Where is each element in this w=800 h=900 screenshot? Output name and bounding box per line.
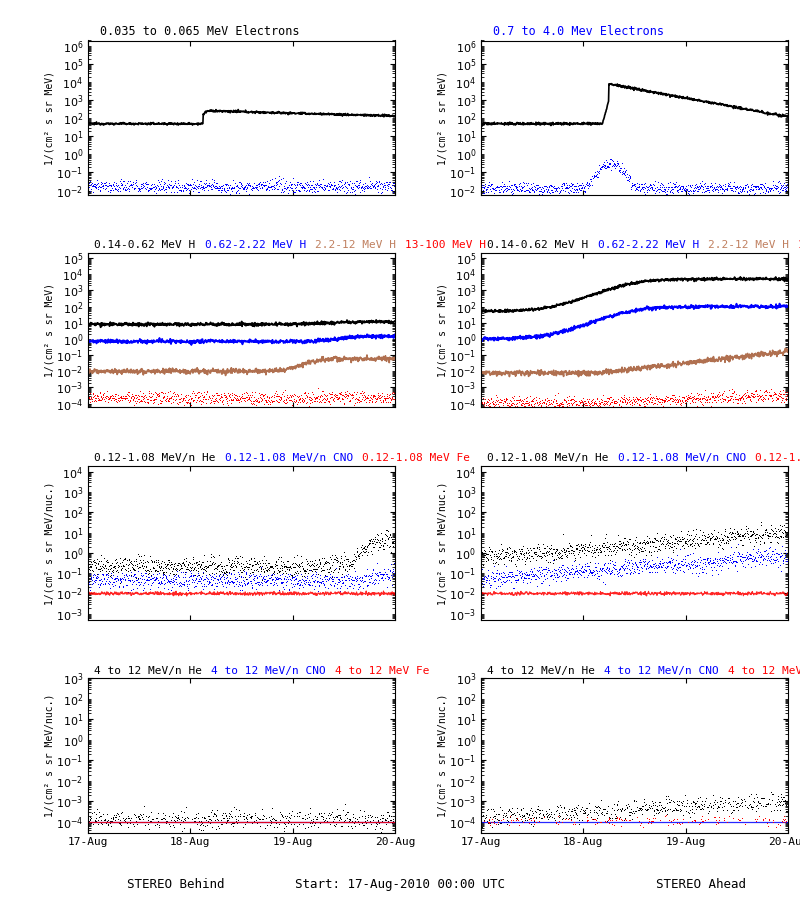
Text: 0.12-1.08 MeV/n CNO: 0.12-1.08 MeV/n CNO [225, 453, 353, 463]
Text: 4 to 12 MeV Fe: 4 to 12 MeV Fe [729, 666, 800, 676]
Y-axis label: 1/(cm² s sr MeV): 1/(cm² s sr MeV) [45, 284, 54, 377]
Text: 0.14-0.62 MeV H: 0.14-0.62 MeV H [487, 240, 588, 250]
Text: 13-100 MeV H: 13-100 MeV H [798, 240, 800, 250]
Text: 0.7 to 4.0 Mev Electrons: 0.7 to 4.0 Mev Electrons [494, 24, 664, 38]
Text: 0.12-1.08 MeV Fe: 0.12-1.08 MeV Fe [755, 453, 800, 463]
Text: 4 to 12 MeV/n CNO: 4 to 12 MeV/n CNO [211, 666, 326, 676]
Y-axis label: 1/(cm² s sr MeV/nuc.): 1/(cm² s sr MeV/nuc.) [45, 482, 55, 605]
Text: 0.12-1.08 MeV/n He: 0.12-1.08 MeV/n He [94, 453, 216, 463]
Text: 13-100 MeV H: 13-100 MeV H [406, 240, 486, 250]
Text: 4 to 12 MeV/n CNO: 4 to 12 MeV/n CNO [605, 666, 719, 676]
Text: 2.2-12 MeV H: 2.2-12 MeV H [708, 240, 789, 250]
Text: 4 to 12 MeV Fe: 4 to 12 MeV Fe [335, 666, 430, 676]
Y-axis label: 1/(cm² s sr MeV): 1/(cm² s sr MeV) [438, 70, 448, 165]
Text: 0.035 to 0.065 MeV Electrons: 0.035 to 0.065 MeV Electrons [100, 24, 300, 38]
Text: STEREO Behind: STEREO Behind [126, 878, 224, 891]
Text: 0.14-0.62 MeV H: 0.14-0.62 MeV H [94, 240, 195, 250]
Text: 4 to 12 MeV/n He: 4 to 12 MeV/n He [487, 666, 595, 676]
Text: 0.12-1.08 MeV/n CNO: 0.12-1.08 MeV/n CNO [618, 453, 746, 463]
Text: 2.2-12 MeV H: 2.2-12 MeV H [315, 240, 396, 250]
Text: 0.12-1.08 MeV/n He: 0.12-1.08 MeV/n He [487, 453, 609, 463]
Text: 0.62-2.22 MeV H: 0.62-2.22 MeV H [205, 240, 306, 250]
Y-axis label: 1/(cm² s sr MeV): 1/(cm² s sr MeV) [45, 70, 54, 165]
Text: 0.12-1.08 MeV Fe: 0.12-1.08 MeV Fe [362, 453, 470, 463]
Y-axis label: 1/(cm² s sr MeV/nuc.): 1/(cm² s sr MeV/nuc.) [45, 694, 54, 817]
Y-axis label: 1/(cm² s sr MeV/nuc.): 1/(cm² s sr MeV/nuc.) [438, 694, 447, 817]
Y-axis label: 1/(cm² s sr MeV): 1/(cm² s sr MeV) [438, 284, 447, 377]
Text: Start: 17-Aug-2010 00:00 UTC: Start: 17-Aug-2010 00:00 UTC [295, 878, 505, 891]
Y-axis label: 1/(cm² s sr MeV/nuc.): 1/(cm² s sr MeV/nuc.) [438, 482, 448, 605]
Text: STEREO Ahead: STEREO Ahead [655, 878, 746, 891]
Text: 0.62-2.22 MeV H: 0.62-2.22 MeV H [598, 240, 699, 250]
Text: 4 to 12 MeV/n He: 4 to 12 MeV/n He [94, 666, 202, 676]
